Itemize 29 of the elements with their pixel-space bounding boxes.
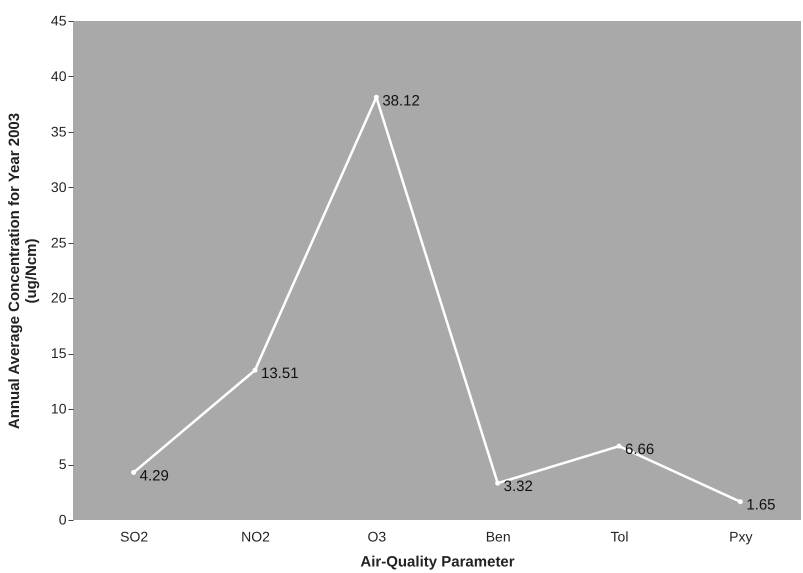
x-tick-label: Pxy <box>729 528 753 544</box>
point <box>738 499 743 504</box>
data-label: 3.32 <box>504 478 533 496</box>
x-tick-label: NO2 <box>241 528 270 544</box>
y-tick-label: 30 <box>50 178 67 195</box>
y-tick-label: 40 <box>50 68 67 84</box>
y-tick-label: 10 <box>50 400 67 417</box>
x-axis-title: Air-Quality Parameter <box>360 554 515 570</box>
y-tick-label: 35 <box>50 123 67 140</box>
x-tick-label: O3 <box>367 528 386 544</box>
point <box>131 470 136 475</box>
data-label: 6.66 <box>625 441 654 458</box>
y-tick-label: 20 <box>50 290 67 306</box>
point <box>616 444 622 449</box>
y-tick-label: 45 <box>50 12 67 28</box>
y-tick-label: 0 <box>58 512 67 528</box>
y-tick-label: 25 <box>50 234 67 250</box>
point <box>495 480 500 486</box>
data-label: 13.51 <box>261 365 299 382</box>
y-axis-title: Annual Average Concentration for Year 2003 (ug/Ncm) <box>6 112 40 430</box>
x-tick-label: Ben <box>486 528 511 544</box>
data-label: 4.29 <box>140 467 169 484</box>
x-tick-label: Tol <box>610 528 628 544</box>
data-label: 38.12 <box>382 92 420 110</box>
x-tick-label: SO2 <box>120 528 148 544</box>
y-tick-label: 5 <box>58 456 67 472</box>
data-label: 1.65 <box>746 496 776 514</box>
y-tick-label: 15 <box>50 345 67 362</box>
point <box>252 368 258 373</box>
